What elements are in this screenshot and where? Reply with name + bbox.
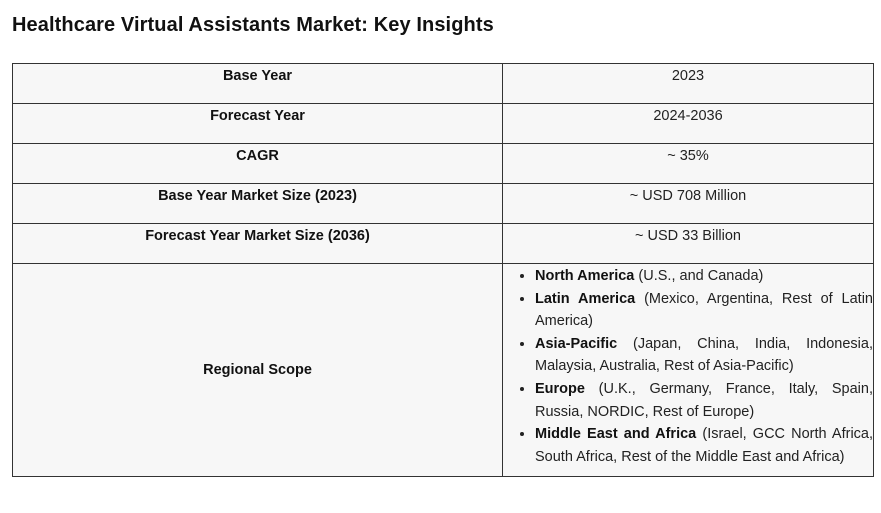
table-row-regional-scope: Regional Scope North America (U.S., and … <box>12 262 874 478</box>
regional-scope-cell: North America (U.S., and Canada) Latin A… <box>502 262 874 478</box>
region-detail: (U.S., and Canada) <box>638 268 764 284</box>
region-detail: (Mexico, Argentina, Rest of Latin Americ… <box>535 290 873 330</box>
row-label: Base Year <box>222 68 293 84</box>
page-title: Healthcare Virtual Assistants Market: Ke… <box>12 14 494 36</box>
row-label: Base Year Market Size (2023) <box>158 188 357 204</box>
key-insights-table: Base Year 2023 Forecast Year 2024-2036 C… <box>12 63 874 478</box>
row-label-cell: Base Year <box>12 63 503 104</box>
row-value: 2023 <box>671 68 705 84</box>
table-row: Forecast Year 2024-2036 <box>12 103 874 144</box>
table-row: Base Year Market Size (2023) ~ USD 708 M… <box>12 183 874 224</box>
row-value: 2024-2036 <box>653 108 723 124</box>
region-name: Latin America <box>535 290 636 307</box>
row-value: ~ USD 708 Million <box>629 188 747 204</box>
region-list-item: Latin America (Mexico, Argentina, Rest o… <box>535 288 873 333</box>
region-name: Middle East and Africa <box>535 426 697 443</box>
region-list-item: Asia-Pacific (Japan, China, India, Indon… <box>535 333 873 378</box>
row-value: ~ USD 33 Billion <box>635 228 741 244</box>
region-detail: (U.K., Germany, France, Italy, Spain, Ru… <box>535 380 873 420</box>
region-name: Europe <box>535 380 585 397</box>
row-label-cell: Base Year Market Size (2023) <box>12 183 503 224</box>
row-value-cell: 2024-2036 <box>502 103 874 144</box>
region-list-item: Middle East and Africa (Israel, GCC Nort… <box>535 423 873 468</box>
row-label-cell: Regional Scope <box>12 262 503 478</box>
region-name: North America <box>535 268 635 284</box>
row-value-cell: ~ USD 708 Million <box>502 183 874 224</box>
row-label: Regional Scope <box>203 362 312 379</box>
region-detail: (Japan, China, India, Indonesia, Malaysi… <box>535 335 873 375</box>
row-label: Forecast Year <box>210 108 305 124</box>
region-detail: (Israel, GCC North Africa, South Africa,… <box>535 426 874 465</box>
row-label-cell: Forecast Year <box>12 103 503 144</box>
row-label: CAGR <box>236 148 279 164</box>
table-row: CAGR ~ 35% <box>12 143 874 184</box>
region-list-item: North America (U.S., and Canada) <box>535 265 873 288</box>
region-name: Asia-Pacific <box>535 335 618 352</box>
table-row: Base Year 2023 <box>12 63 874 104</box>
row-label-cell: Forecast Year Market Size (2036) <box>12 223 503 264</box>
row-value: ~ 35% <box>667 148 709 164</box>
table-row: Forecast Year Market Size (2036) ~ USD 3… <box>12 223 874 264</box>
row-value-cell: ~ USD 33 Billion <box>502 223 874 264</box>
row-label-cell: CAGR <box>12 143 503 184</box>
region-list: North America (U.S., and Canada) Latin A… <box>503 265 873 468</box>
row-label: Forecast Year Market Size (2036) <box>145 228 370 244</box>
region-list-item: Europe (U.K., Germany, France, Italy, Sp… <box>535 378 873 423</box>
row-value-cell: 2023 <box>502 63 874 104</box>
row-value-cell: ~ 35% <box>502 143 874 184</box>
